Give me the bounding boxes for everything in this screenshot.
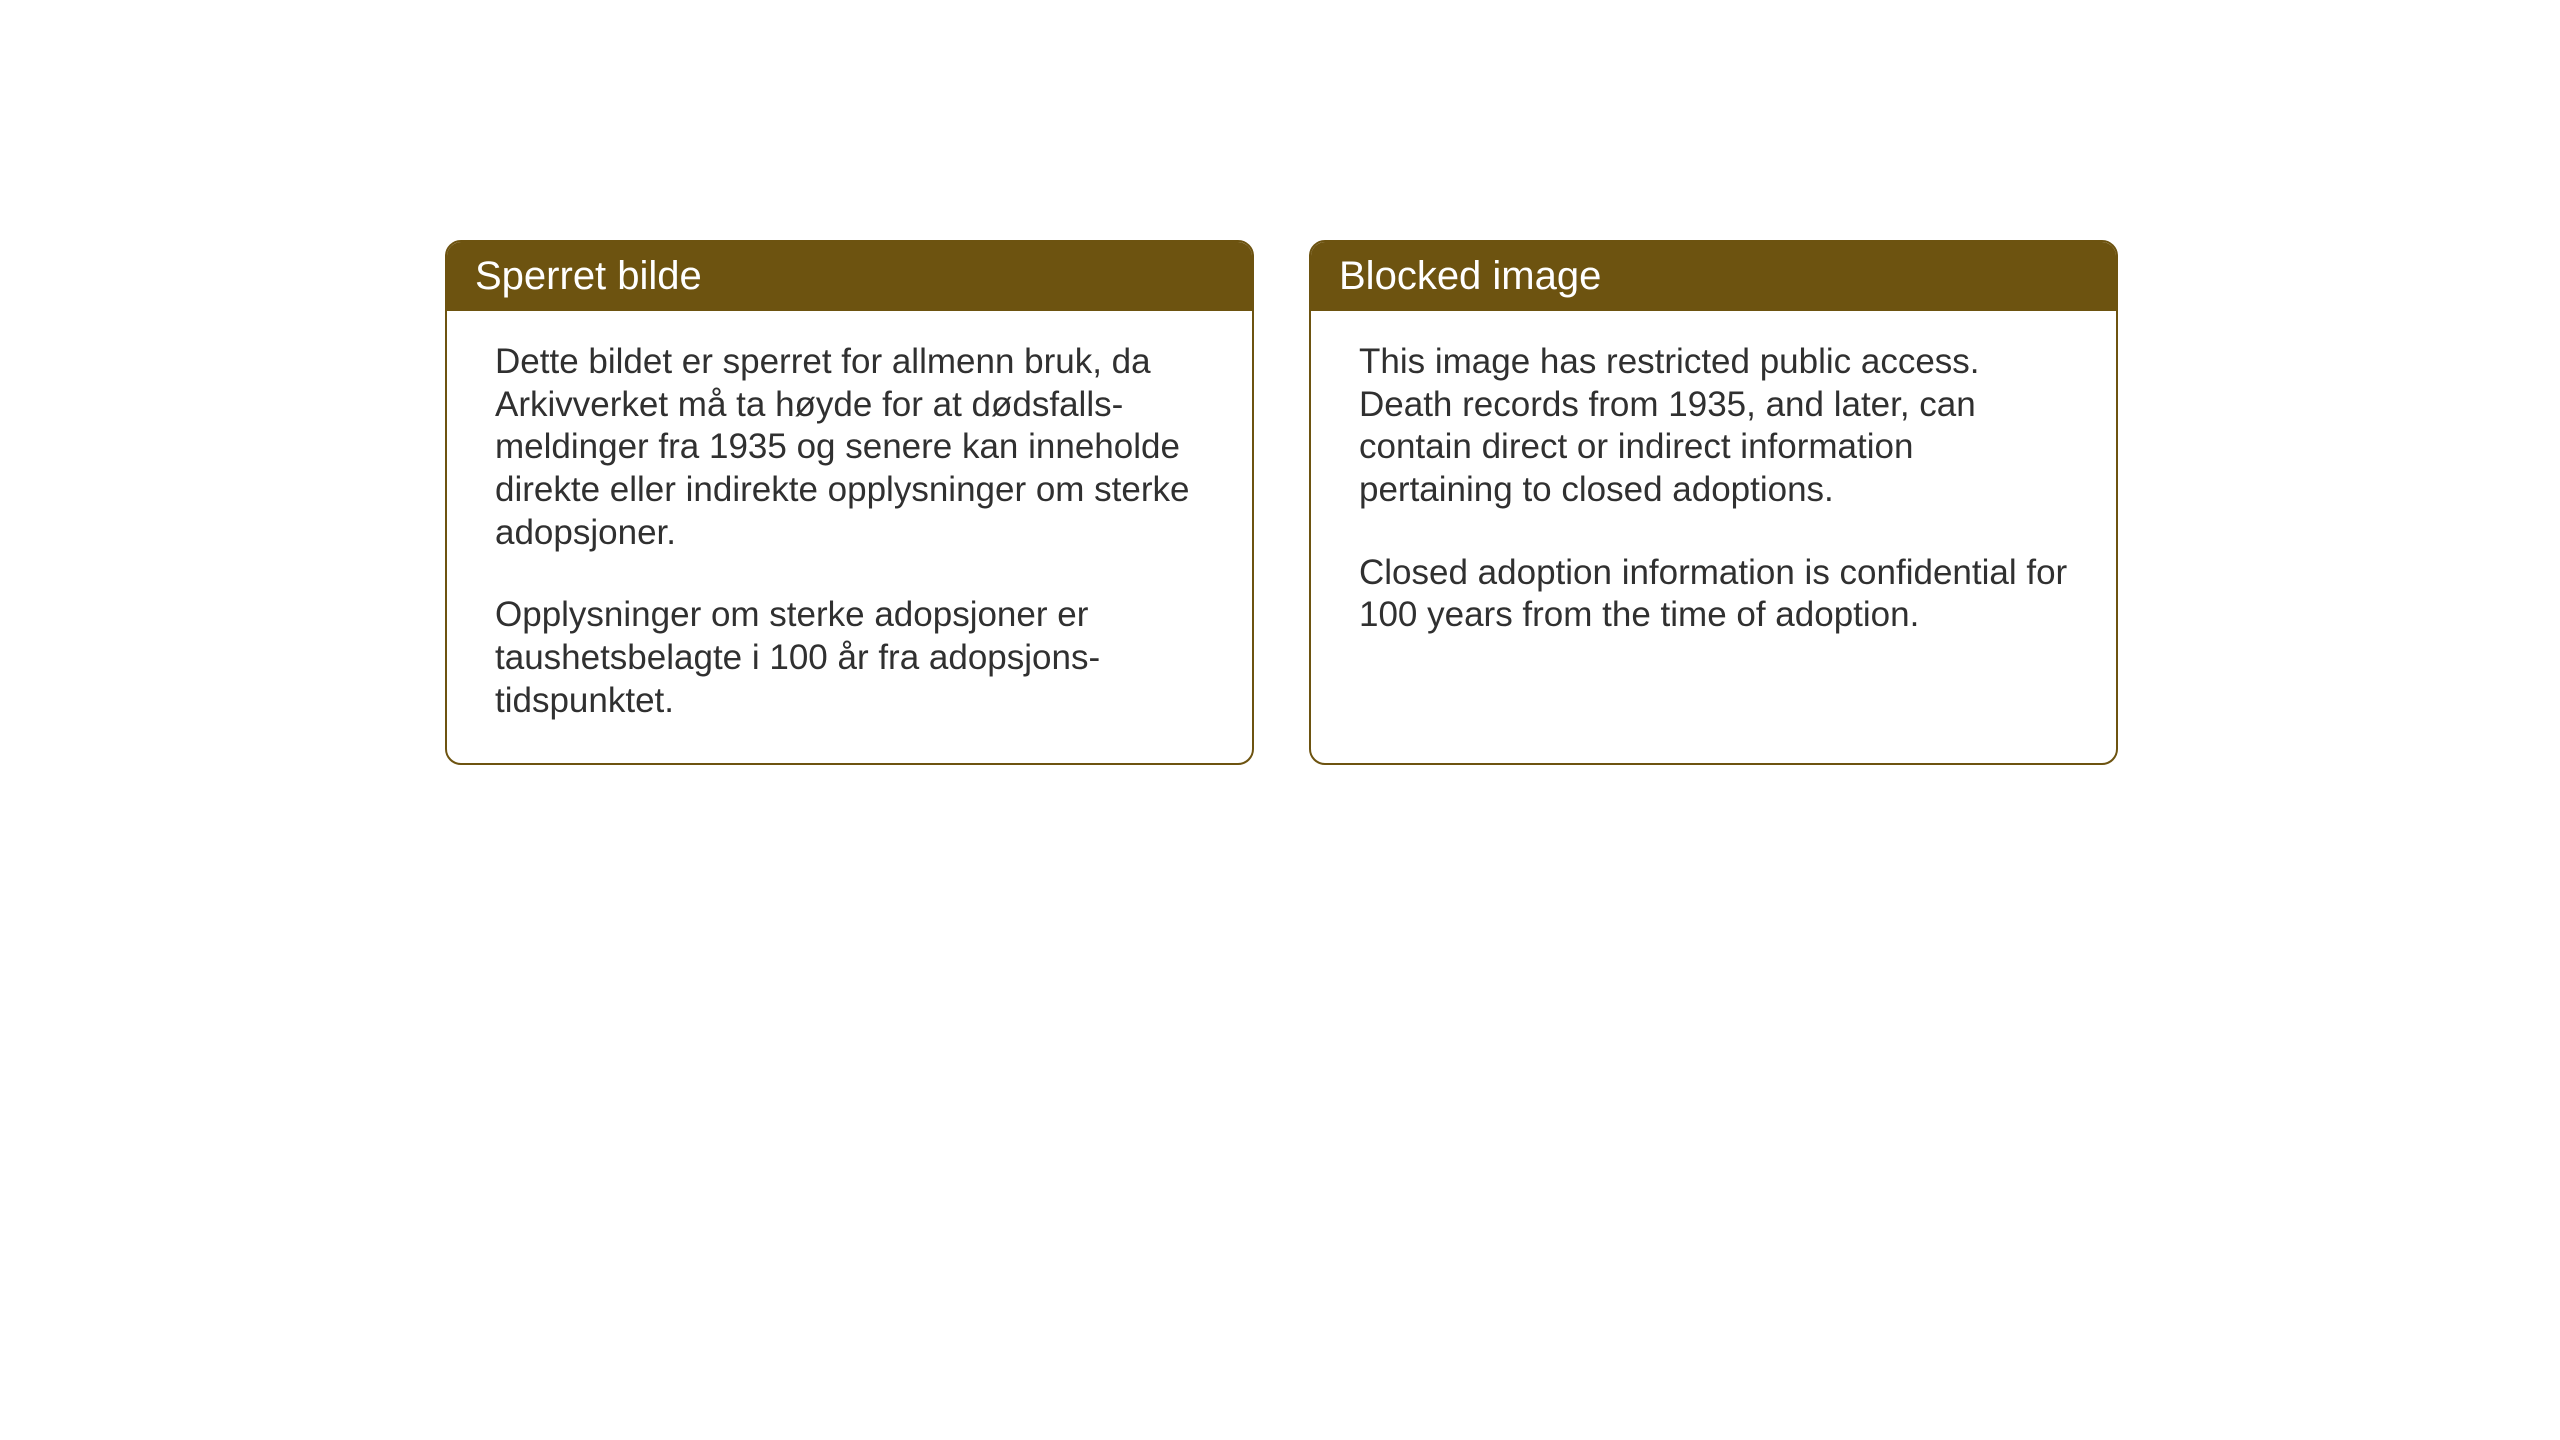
card-body-english: This image has restricted public access.… (1311, 311, 2116, 677)
card-english: Blocked image This image has restricted … (1309, 240, 2118, 765)
card-title: Blocked image (1339, 254, 1601, 298)
paragraph-text: Closed adoption information is confident… (1359, 552, 2068, 637)
card-header-norwegian: Sperret bilde (447, 242, 1252, 311)
card-norwegian: Sperret bilde Dette bildet er sperret fo… (445, 240, 1254, 765)
card-body-norwegian: Dette bildet er sperret for allmenn bruk… (447, 311, 1252, 763)
card-title: Sperret bilde (475, 254, 702, 298)
paragraph-text: Opplysninger om sterke adopsjoner er tau… (495, 594, 1204, 722)
paragraph-text: This image has restricted public access.… (1359, 341, 2068, 512)
cards-container: Sperret bilde Dette bildet er sperret fo… (445, 240, 2118, 765)
card-header-english: Blocked image (1311, 242, 2116, 311)
paragraph-text: Dette bildet er sperret for allmenn bruk… (495, 341, 1204, 554)
